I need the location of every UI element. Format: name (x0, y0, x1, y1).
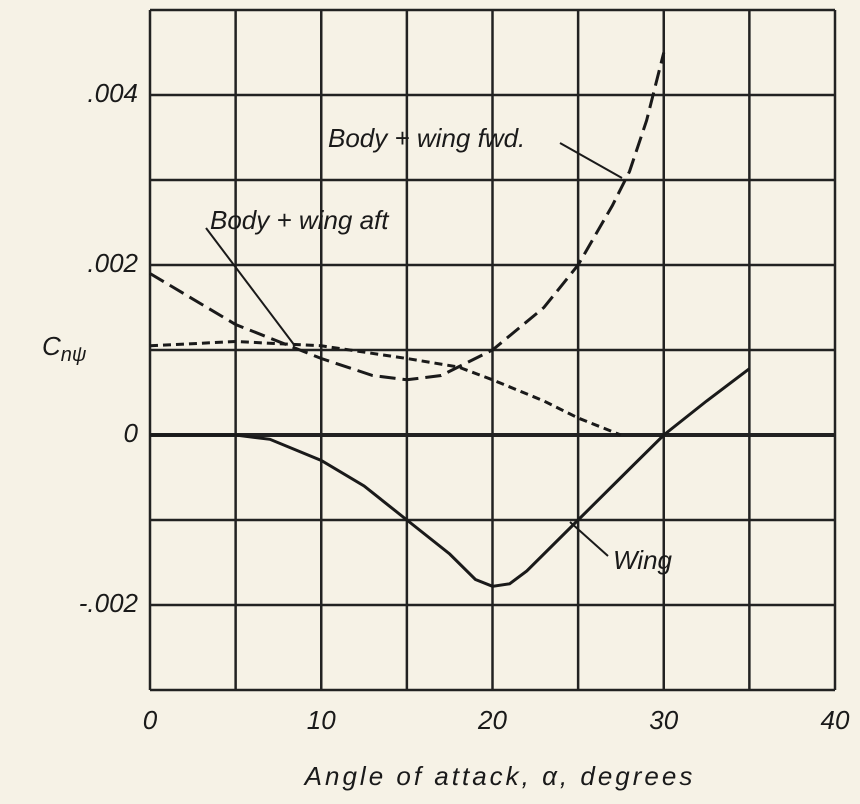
y-tick-label: .002 (87, 248, 138, 278)
x-tick-label: 20 (477, 705, 507, 735)
y-tick-label: .004 (87, 78, 138, 108)
leader-line (205, 227, 296, 347)
series-label: Body + wing fwd. (328, 123, 525, 153)
data-line (149, 52, 666, 382)
y-axis-label: Cnψ (42, 331, 87, 366)
y-label-symbol: C (42, 331, 61, 361)
y-tick-label: 0 (124, 418, 139, 448)
x-tick-label: 0 (143, 705, 158, 735)
y-tick-label: -.002 (79, 588, 139, 618)
leader-line (559, 142, 623, 179)
x-tick-label: 40 (821, 705, 850, 735)
y-label-subscript: nψ (61, 344, 87, 366)
x-axis-label: Angle of attack, α, degrees (303, 761, 696, 791)
data-line (150, 367, 751, 588)
x-tick-label: 10 (307, 705, 336, 735)
series-label: Wing (613, 545, 673, 575)
leader-line (569, 521, 609, 557)
x-tick-label: 30 (649, 705, 678, 735)
series-label: Body + wing aft (210, 205, 390, 235)
